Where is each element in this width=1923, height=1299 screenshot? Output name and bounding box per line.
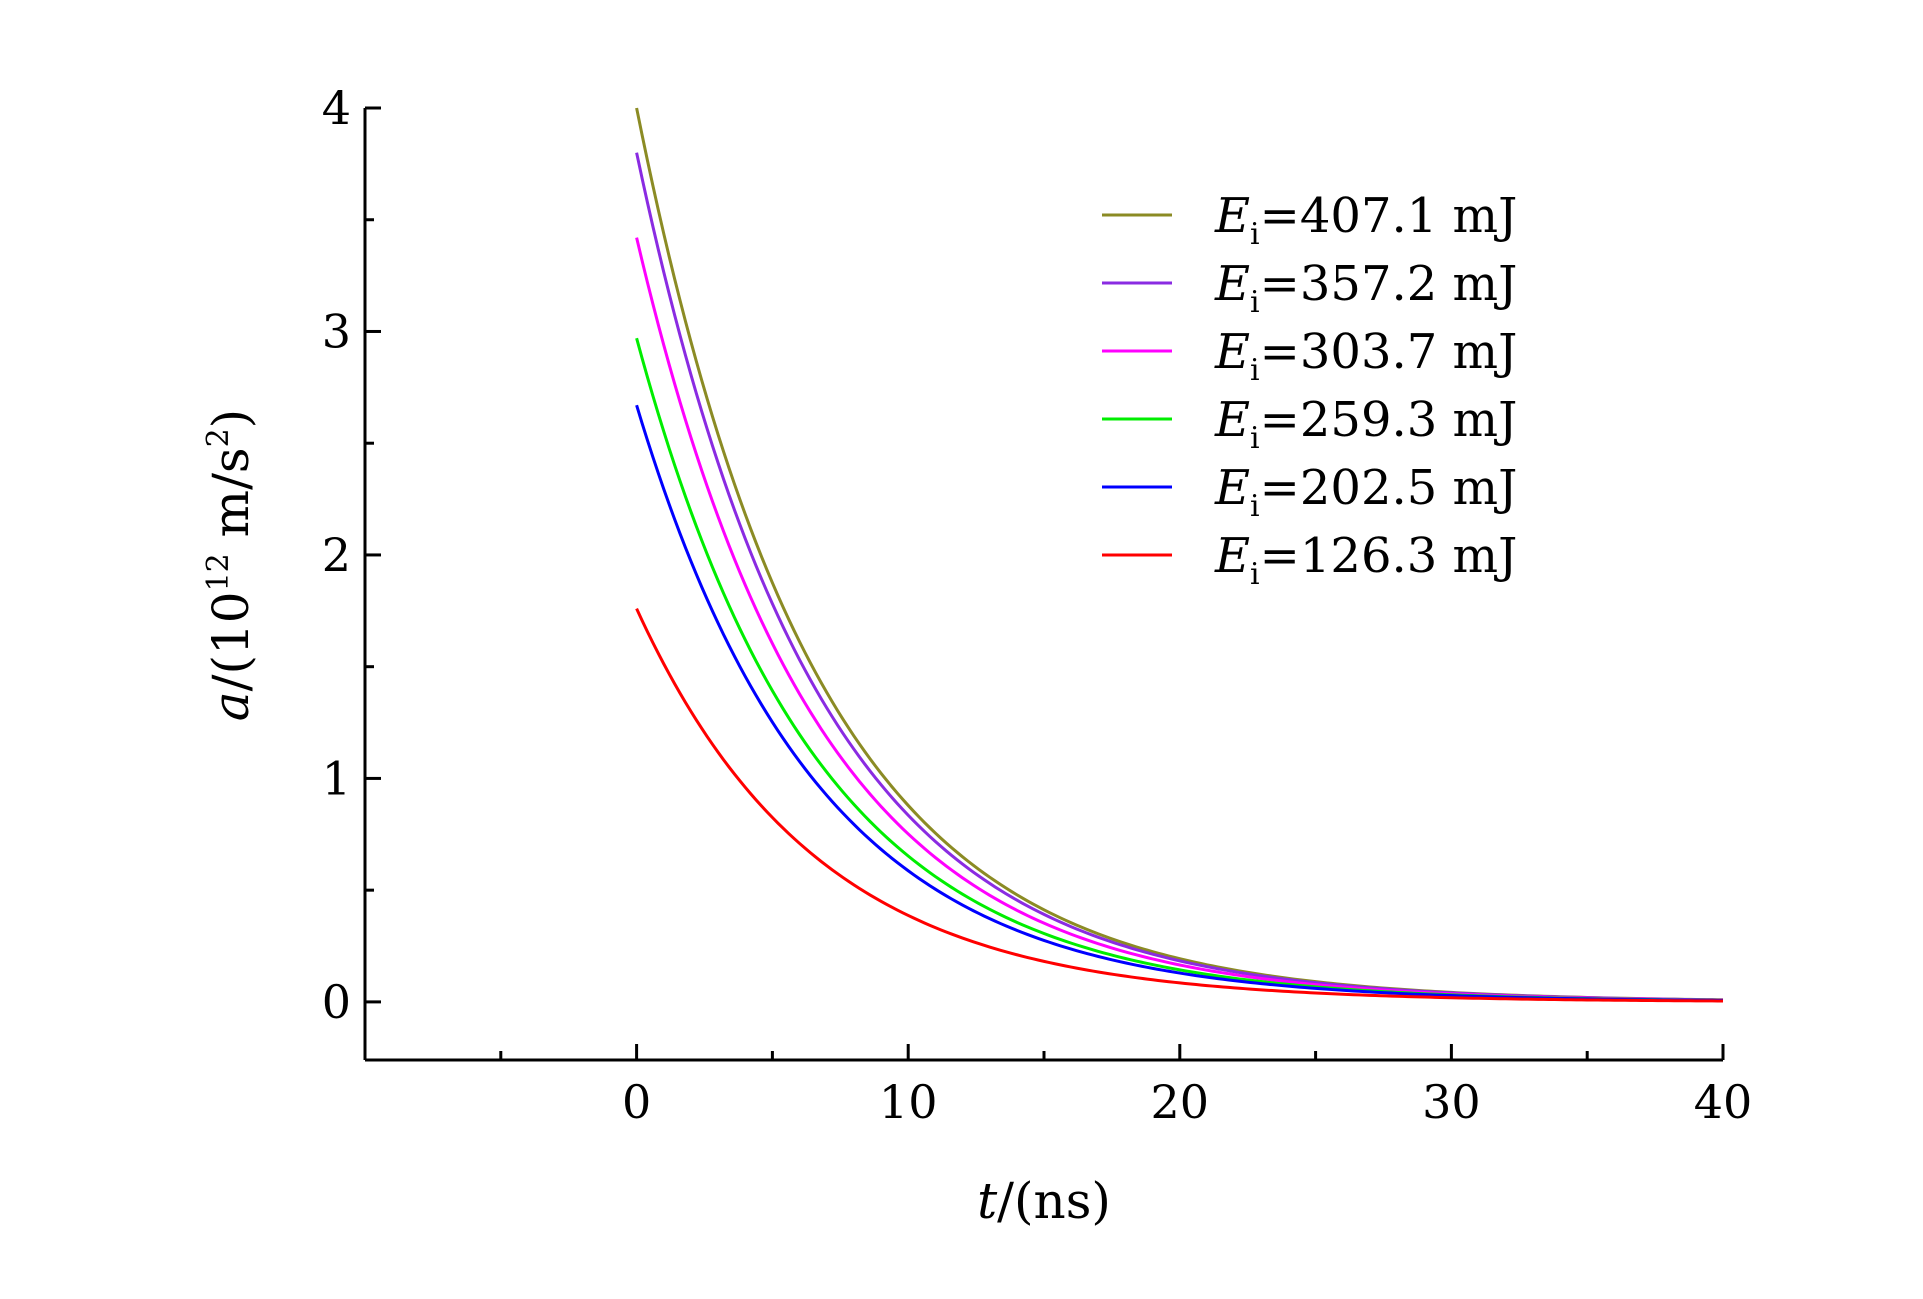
x-tick-label: 20 <box>1151 1075 1210 1129</box>
legend-label: Ei=259.3 mJ <box>1214 392 1517 456</box>
y-tick-label: 0 <box>322 975 351 1029</box>
y-tick-label: 4 <box>322 81 351 135</box>
y-tick-label: 2 <box>322 528 351 582</box>
legend-label: Ei=407.1 mJ <box>1214 188 1517 252</box>
series-line-3 <box>635 237 1724 1002</box>
x-axis-title: t/(ns) <box>977 1172 1111 1230</box>
x-tick-label: 30 <box>1422 1075 1481 1129</box>
x-tick-label: 10 <box>879 1075 938 1129</box>
series-line-2 <box>635 152 1724 1002</box>
x-tick-label: 40 <box>1694 1075 1753 1129</box>
series-line-5 <box>635 404 1724 1002</box>
legend-label: Ei=126.3 mJ <box>1214 528 1517 592</box>
legend-label: Ei=357.2 mJ <box>1214 256 1517 320</box>
legend-label: Ei=303.7 mJ <box>1214 324 1517 388</box>
y-axis-title: a/(1012 m/s2) <box>201 409 260 721</box>
y-tick-label: 1 <box>322 751 351 805</box>
series-line-1 <box>635 107 1724 1002</box>
axis-labels: t/(ns) a/(1012 m/s2) <box>201 409 1111 1230</box>
axes: 0 10 20 30 40 0 1 2 3 4 <box>322 81 1753 1129</box>
y-tick-label: 3 <box>322 304 351 358</box>
series-lines <box>635 107 1724 1003</box>
series-line-4 <box>635 337 1724 1002</box>
series-line-6 <box>635 607 1724 1003</box>
legend-label: Ei=202.5 mJ <box>1214 460 1517 524</box>
x-tick-label: 0 <box>622 1075 651 1129</box>
